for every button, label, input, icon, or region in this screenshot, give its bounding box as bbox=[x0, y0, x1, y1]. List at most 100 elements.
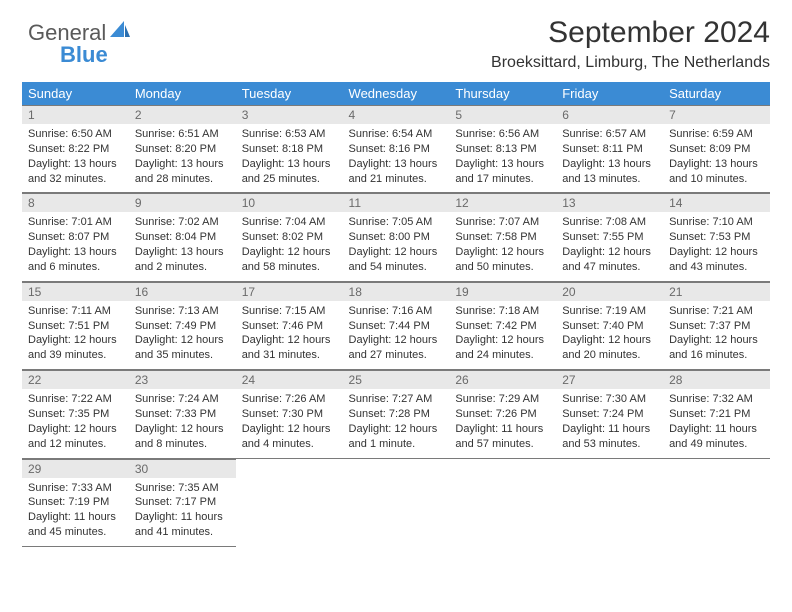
dow-thu: Thursday bbox=[449, 82, 556, 105]
day-number: 27 bbox=[556, 370, 663, 389]
brand-text-2-wrap: Blue bbox=[60, 42, 108, 68]
day-details: Sunrise: 7:19 AMSunset: 7:40 PMDaylight:… bbox=[556, 301, 663, 369]
dow-wed: Wednesday bbox=[343, 82, 450, 105]
day-number: 13 bbox=[556, 193, 663, 212]
day-cell: 15Sunrise: 7:11 AMSunset: 7:51 PMDayligh… bbox=[22, 281, 129, 369]
day-details: Sunrise: 7:05 AMSunset: 8:00 PMDaylight:… bbox=[343, 212, 450, 280]
day-number: 2 bbox=[129, 105, 236, 124]
day-details: Sunrise: 7:27 AMSunset: 7:28 PMDaylight:… bbox=[343, 389, 450, 457]
day-details: Sunrise: 6:53 AMSunset: 8:18 PMDaylight:… bbox=[236, 124, 343, 192]
day-number: 17 bbox=[236, 282, 343, 301]
day-number: 5 bbox=[449, 105, 556, 124]
day-cell: 4Sunrise: 6:54 AMSunset: 8:16 PMDaylight… bbox=[343, 105, 450, 193]
day-number: 6 bbox=[556, 105, 663, 124]
day-details: Sunrise: 7:01 AMSunset: 8:07 PMDaylight:… bbox=[22, 212, 129, 280]
day-cell: 28Sunrise: 7:32 AMSunset: 7:21 PMDayligh… bbox=[663, 370, 770, 458]
calendar-table: Sunday Monday Tuesday Wednesday Thursday… bbox=[22, 82, 770, 547]
day-number: 11 bbox=[343, 193, 450, 212]
day-cell bbox=[236, 458, 343, 546]
week-row: 1Sunrise: 6:50 AMSunset: 8:22 PMDaylight… bbox=[22, 105, 770, 193]
day-cell: 16Sunrise: 7:13 AMSunset: 7:49 PMDayligh… bbox=[129, 281, 236, 369]
day-number: 10 bbox=[236, 193, 343, 212]
day-details: Sunrise: 6:54 AMSunset: 8:16 PMDaylight:… bbox=[343, 124, 450, 192]
day-details: Sunrise: 7:21 AMSunset: 7:37 PMDaylight:… bbox=[663, 301, 770, 369]
day-cell: 21Sunrise: 7:21 AMSunset: 7:37 PMDayligh… bbox=[663, 281, 770, 369]
day-details: Sunrise: 7:30 AMSunset: 7:24 PMDaylight:… bbox=[556, 389, 663, 457]
day-details: Sunrise: 7:22 AMSunset: 7:35 PMDaylight:… bbox=[22, 389, 129, 457]
calendar-body: 1Sunrise: 6:50 AMSunset: 8:22 PMDaylight… bbox=[22, 105, 770, 546]
day-cell: 8Sunrise: 7:01 AMSunset: 8:07 PMDaylight… bbox=[22, 193, 129, 281]
day-details: Sunrise: 6:56 AMSunset: 8:13 PMDaylight:… bbox=[449, 124, 556, 192]
day-number: 30 bbox=[129, 459, 236, 478]
day-cell: 13Sunrise: 7:08 AMSunset: 7:55 PMDayligh… bbox=[556, 193, 663, 281]
day-details: Sunrise: 7:10 AMSunset: 7:53 PMDaylight:… bbox=[663, 212, 770, 280]
day-cell: 7Sunrise: 6:59 AMSunset: 8:09 PMDaylight… bbox=[663, 105, 770, 193]
dow-sun: Sunday bbox=[22, 82, 129, 105]
day-details: Sunrise: 6:59 AMSunset: 8:09 PMDaylight:… bbox=[663, 124, 770, 192]
day-details: Sunrise: 7:35 AMSunset: 7:17 PMDaylight:… bbox=[129, 478, 236, 546]
day-details: Sunrise: 6:51 AMSunset: 8:20 PMDaylight:… bbox=[129, 124, 236, 192]
day-details: Sunrise: 7:32 AMSunset: 7:21 PMDaylight:… bbox=[663, 389, 770, 457]
day-cell: 9Sunrise: 7:02 AMSunset: 8:04 PMDaylight… bbox=[129, 193, 236, 281]
day-cell: 11Sunrise: 7:05 AMSunset: 8:00 PMDayligh… bbox=[343, 193, 450, 281]
day-number: 15 bbox=[22, 282, 129, 301]
day-cell: 6Sunrise: 6:57 AMSunset: 8:11 PMDaylight… bbox=[556, 105, 663, 193]
day-cell: 27Sunrise: 7:30 AMSunset: 7:24 PMDayligh… bbox=[556, 370, 663, 458]
day-cell: 2Sunrise: 6:51 AMSunset: 8:20 PMDaylight… bbox=[129, 105, 236, 193]
day-cell: 29Sunrise: 7:33 AMSunset: 7:19 PMDayligh… bbox=[22, 458, 129, 546]
brand-sail-icon bbox=[110, 21, 130, 37]
day-details: Sunrise: 7:26 AMSunset: 7:30 PMDaylight:… bbox=[236, 389, 343, 457]
week-row: 22Sunrise: 7:22 AMSunset: 7:35 PMDayligh… bbox=[22, 370, 770, 458]
day-details: Sunrise: 7:02 AMSunset: 8:04 PMDaylight:… bbox=[129, 212, 236, 280]
dow-header-row: Sunday Monday Tuesday Wednesday Thursday… bbox=[22, 82, 770, 105]
day-cell: 22Sunrise: 7:22 AMSunset: 7:35 PMDayligh… bbox=[22, 370, 129, 458]
day-details: Sunrise: 7:13 AMSunset: 7:49 PMDaylight:… bbox=[129, 301, 236, 369]
day-cell bbox=[556, 458, 663, 546]
day-cell bbox=[449, 458, 556, 546]
week-row: 8Sunrise: 7:01 AMSunset: 8:07 PMDaylight… bbox=[22, 193, 770, 281]
day-cell: 1Sunrise: 6:50 AMSunset: 8:22 PMDaylight… bbox=[22, 105, 129, 193]
day-number: 20 bbox=[556, 282, 663, 301]
day-number: 21 bbox=[663, 282, 770, 301]
week-row: 15Sunrise: 7:11 AMSunset: 7:51 PMDayligh… bbox=[22, 281, 770, 369]
page-header: September 2024 Broeksittard, Limburg, Th… bbox=[22, 16, 770, 72]
day-number: 8 bbox=[22, 193, 129, 212]
day-number: 7 bbox=[663, 105, 770, 124]
day-number: 19 bbox=[449, 282, 556, 301]
day-details: Sunrise: 7:08 AMSunset: 7:55 PMDaylight:… bbox=[556, 212, 663, 280]
day-number: 22 bbox=[22, 370, 129, 389]
dow-mon: Monday bbox=[129, 82, 236, 105]
day-cell: 26Sunrise: 7:29 AMSunset: 7:26 PMDayligh… bbox=[449, 370, 556, 458]
day-details: Sunrise: 6:50 AMSunset: 8:22 PMDaylight:… bbox=[22, 124, 129, 192]
day-number: 3 bbox=[236, 105, 343, 124]
day-number: 25 bbox=[343, 370, 450, 389]
brand-text-2: Blue bbox=[60, 42, 108, 67]
week-row: 29Sunrise: 7:33 AMSunset: 7:19 PMDayligh… bbox=[22, 458, 770, 546]
day-cell: 19Sunrise: 7:18 AMSunset: 7:42 PMDayligh… bbox=[449, 281, 556, 369]
day-cell: 24Sunrise: 7:26 AMSunset: 7:30 PMDayligh… bbox=[236, 370, 343, 458]
day-details: Sunrise: 7:04 AMSunset: 8:02 PMDaylight:… bbox=[236, 212, 343, 280]
day-cell: 12Sunrise: 7:07 AMSunset: 7:58 PMDayligh… bbox=[449, 193, 556, 281]
day-cell: 30Sunrise: 7:35 AMSunset: 7:17 PMDayligh… bbox=[129, 458, 236, 546]
day-cell bbox=[663, 458, 770, 546]
day-cell bbox=[343, 458, 450, 546]
day-details: Sunrise: 7:33 AMSunset: 7:19 PMDaylight:… bbox=[22, 478, 129, 546]
day-number: 24 bbox=[236, 370, 343, 389]
dow-sat: Saturday bbox=[663, 82, 770, 105]
day-number: 12 bbox=[449, 193, 556, 212]
day-details: Sunrise: 7:18 AMSunset: 7:42 PMDaylight:… bbox=[449, 301, 556, 369]
day-cell: 10Sunrise: 7:04 AMSunset: 8:02 PMDayligh… bbox=[236, 193, 343, 281]
day-cell: 18Sunrise: 7:16 AMSunset: 7:44 PMDayligh… bbox=[343, 281, 450, 369]
day-number: 9 bbox=[129, 193, 236, 212]
day-details: Sunrise: 7:11 AMSunset: 7:51 PMDaylight:… bbox=[22, 301, 129, 369]
day-cell: 3Sunrise: 6:53 AMSunset: 8:18 PMDaylight… bbox=[236, 105, 343, 193]
day-cell: 23Sunrise: 7:24 AMSunset: 7:33 PMDayligh… bbox=[129, 370, 236, 458]
day-details: Sunrise: 6:57 AMSunset: 8:11 PMDaylight:… bbox=[556, 124, 663, 192]
day-number: 18 bbox=[343, 282, 450, 301]
day-number: 23 bbox=[129, 370, 236, 389]
day-cell: 5Sunrise: 6:56 AMSunset: 8:13 PMDaylight… bbox=[449, 105, 556, 193]
day-cell: 17Sunrise: 7:15 AMSunset: 7:46 PMDayligh… bbox=[236, 281, 343, 369]
day-details: Sunrise: 7:15 AMSunset: 7:46 PMDaylight:… bbox=[236, 301, 343, 369]
dow-fri: Friday bbox=[556, 82, 663, 105]
dow-tue: Tuesday bbox=[236, 82, 343, 105]
